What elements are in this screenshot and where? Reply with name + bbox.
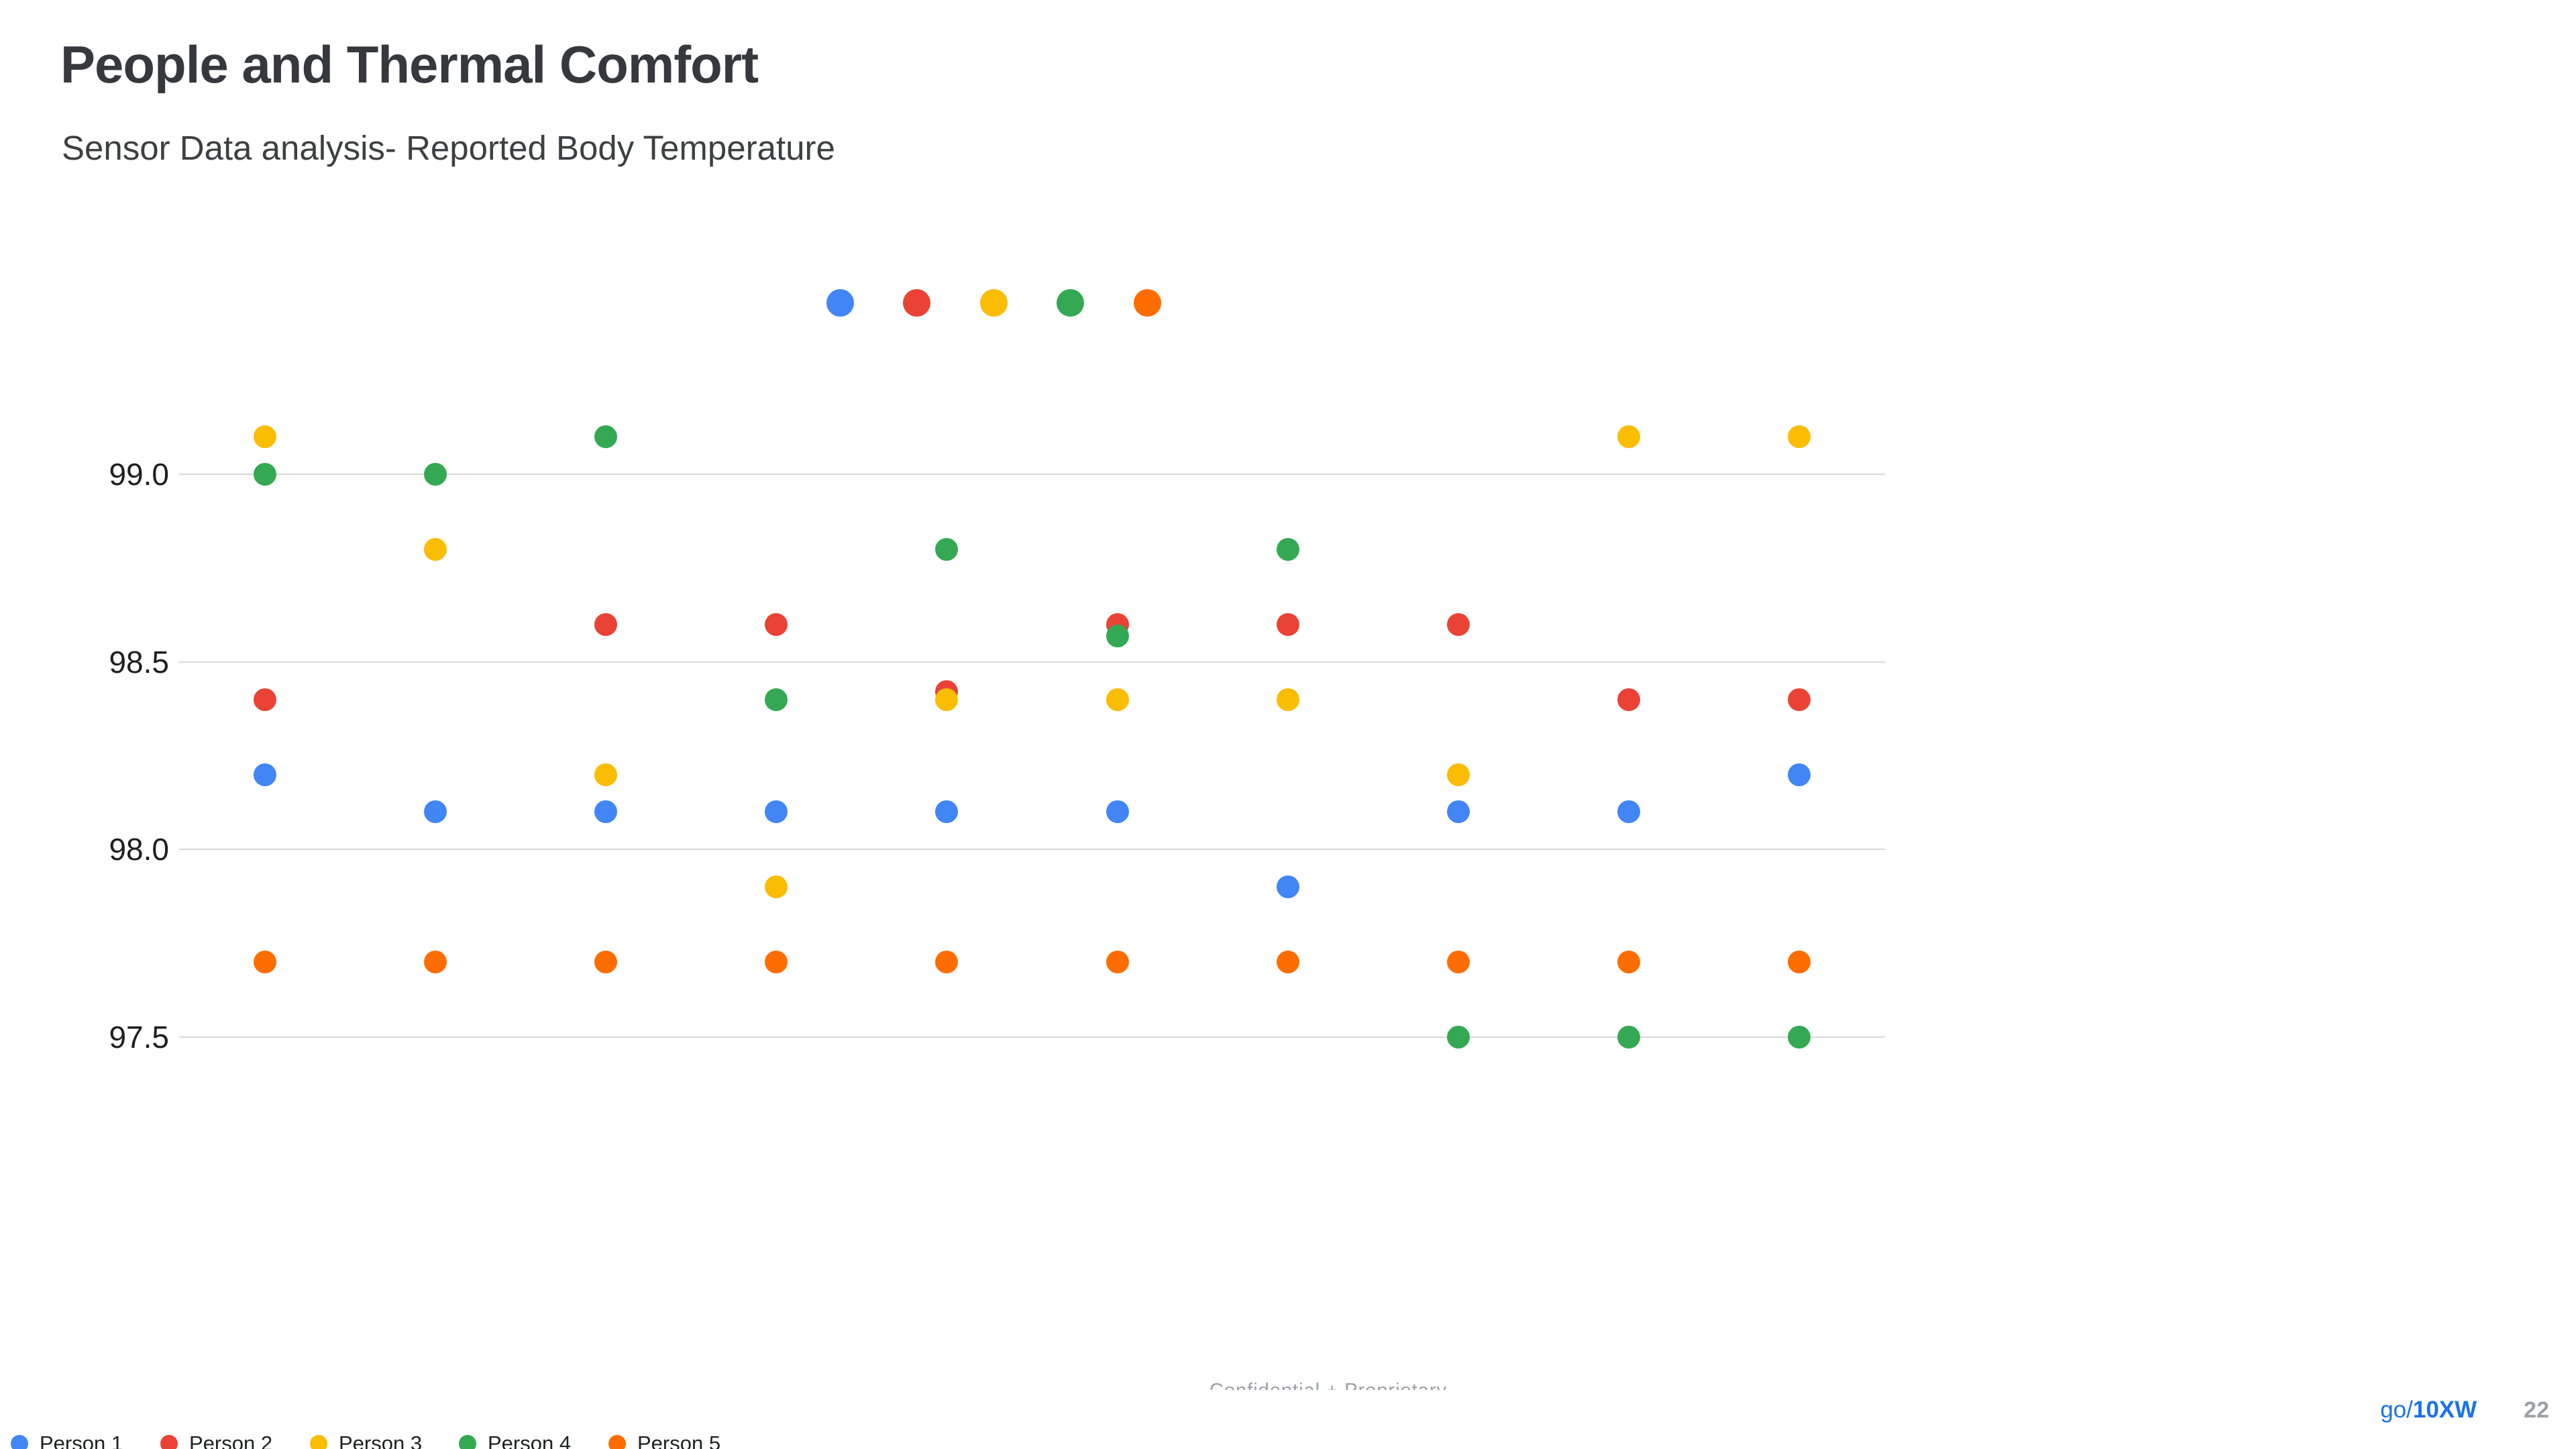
data-point	[254, 951, 276, 974]
data-point	[1446, 800, 1470, 824]
data-point	[1617, 1026, 1640, 1049]
gridline	[179, 1036, 1885, 1038]
legend-dot-person-2	[903, 288, 931, 317]
data-point	[424, 463, 447, 486]
legend-label: Person 1	[40, 1432, 123, 1449]
data-point	[1787, 1026, 1811, 1049]
data-point	[424, 951, 447, 974]
data-point	[594, 951, 618, 974]
data-point	[254, 688, 276, 711]
legend-dot-person-4	[1057, 288, 1085, 317]
slide-number: 22	[2524, 1397, 2549, 1423]
data-point	[1276, 612, 1299, 636]
data-point	[1617, 800, 1640, 824]
data-point	[1106, 951, 1129, 974]
legend-item-person-5: Person 5	[608, 1432, 720, 1449]
legend-dot-person-3	[979, 288, 1008, 317]
y-axis-tick-label: 98.5	[109, 644, 169, 680]
data-point	[594, 612, 618, 636]
data-point	[765, 688, 788, 711]
legend-label: Person 2	[189, 1432, 273, 1449]
legend-item-person-1: Person 1	[11, 1432, 123, 1449]
legend-item-person-4: Person 4	[459, 1432, 571, 1449]
legend-label: Person 3	[339, 1432, 423, 1449]
legend-color-dot	[608, 1435, 626, 1449]
data-point	[254, 463, 276, 486]
data-point	[935, 951, 959, 974]
go-shortlink-prefix: go/	[2380, 1397, 2413, 1423]
data-point	[1446, 612, 1470, 636]
confidential-watermark-text: Confidential + Proprietary	[1140, 1379, 1516, 1390]
legend-color-dot	[459, 1435, 476, 1449]
data-point	[935, 800, 959, 824]
data-point	[765, 612, 788, 636]
data-point	[1276, 537, 1299, 561]
data-point	[1617, 688, 1640, 711]
data-point	[1617, 425, 1640, 449]
data-point	[594, 800, 618, 824]
data-point	[1106, 800, 1129, 824]
gridline	[179, 474, 1885, 475]
legend-item-person-2: Person 2	[160, 1432, 272, 1449]
thermal-comfort-scatter-chart[interactable]: 99.098.598.097.5Cassette:HeatingChair:He…	[0, 221, 1945, 1415]
data-point	[424, 800, 447, 824]
data-point	[1106, 624, 1129, 647]
confidential-watermark: Confidential + Proprietary	[1140, 1379, 1516, 1390]
go-shortlink-code: 10XW	[2412, 1397, 2477, 1423]
data-point	[1787, 951, 1811, 974]
data-point	[1617, 951, 1640, 974]
data-point	[1446, 1026, 1470, 1049]
legend-item-person-3: Person 3	[310, 1432, 422, 1449]
gridline	[179, 661, 1885, 663]
data-point	[1276, 688, 1299, 711]
data-point	[1276, 951, 1299, 974]
data-point	[765, 875, 788, 899]
legend-dot-person-5	[1133, 288, 1161, 317]
y-axis-tick-label: 97.5	[109, 1020, 169, 1055]
legend-label: Person 4	[488, 1432, 572, 1449]
data-point	[424, 537, 447, 561]
page-title: People and Thermal Comfort	[60, 35, 759, 94]
go-shortlink[interactable]: go/10XW	[2380, 1397, 2477, 1424]
y-axis-tick-label: 98.0	[109, 832, 169, 867]
gridline	[179, 849, 1885, 851]
data-point	[254, 763, 276, 786]
data-point	[1787, 688, 1811, 711]
page-subtitle: Sensor Data analysis- Reported Body Temp…	[62, 129, 835, 167]
legend-color-dot	[11, 1435, 28, 1449]
data-point	[1446, 763, 1470, 786]
data-point	[254, 425, 276, 449]
data-point	[1446, 951, 1470, 974]
data-point	[594, 425, 618, 449]
legend-dot-person-1	[826, 288, 854, 317]
data-point	[765, 951, 788, 974]
legend-label: Person 5	[637, 1432, 721, 1449]
data-point	[935, 688, 959, 711]
data-point	[935, 537, 959, 561]
legend-color-dot	[310, 1435, 327, 1449]
data-point	[1276, 875, 1299, 899]
data-point	[765, 800, 788, 824]
slide-footer: go/10XW 22	[2380, 1397, 2549, 1424]
legend-color-dot	[160, 1435, 178, 1449]
data-point	[1106, 688, 1129, 711]
data-point	[1787, 763, 1811, 786]
y-axis-tick-label: 99.0	[109, 457, 169, 492]
data-point	[594, 763, 618, 786]
data-point	[1787, 425, 1811, 449]
